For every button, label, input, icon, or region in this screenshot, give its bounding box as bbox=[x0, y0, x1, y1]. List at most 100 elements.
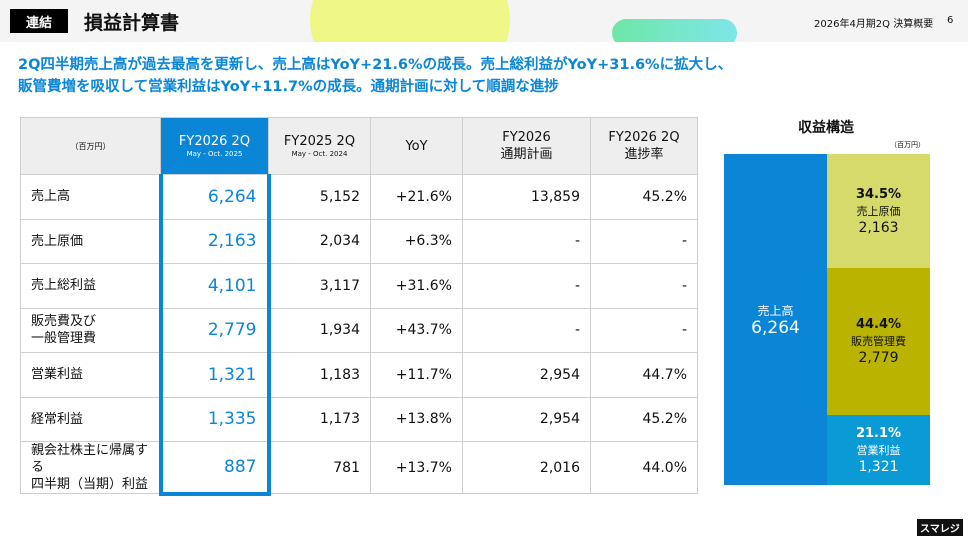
table-cell: 44.0% bbox=[590, 441, 698, 494]
table-cell: 3,117 bbox=[268, 263, 371, 309]
segment-value: 6,264 bbox=[751, 317, 800, 338]
headline-line: 2Q四半期売上高が過去最高を更新し、売上高はYoY+21.6%の成長。売上総利益… bbox=[18, 57, 733, 73]
column-subtitle: 進捗率 bbox=[624, 147, 664, 162]
segment-sales: 売上高 6,264 bbox=[724, 154, 827, 485]
table-cell: - bbox=[462, 263, 591, 309]
table-cell: - bbox=[462, 218, 591, 264]
table-cell: 45.2% bbox=[590, 396, 698, 442]
structure-title: 収益構造 bbox=[798, 120, 854, 136]
table-cell: 6,264 bbox=[158, 174, 271, 220]
table-cell: +21.6% bbox=[370, 174, 463, 220]
table-cell: - bbox=[590, 263, 698, 309]
table-cell: 44.7% bbox=[590, 352, 698, 398]
table-row: 売上高 6,264 5,152 +21.6% 13,859 45.2% bbox=[20, 174, 698, 220]
logo: スマレジ bbox=[917, 519, 963, 536]
row-label: 親会社株主に帰属する四半期（当期）利益 bbox=[20, 441, 161, 494]
row-label: 営業利益 bbox=[20, 352, 161, 398]
segment-label: 売上原価 bbox=[856, 204, 901, 218]
table-cell: 1,335 bbox=[158, 396, 271, 442]
table-row: 売上原価 2,163 2,034 +6.3% - - bbox=[20, 218, 698, 264]
table-cell: - bbox=[590, 307, 698, 353]
row-label-line: 親会社株主に帰属する bbox=[31, 443, 149, 475]
table-cell: +13.8% bbox=[370, 396, 463, 442]
table-row: 営業利益 1,321 1,183 +11.7% 2,954 44.7% bbox=[20, 352, 698, 398]
row-label-line: 経常利益 bbox=[31, 411, 84, 427]
table-row: 売上総利益 4,101 3,117 +31.6% - - bbox=[20, 263, 698, 309]
decorative-blob bbox=[310, 0, 510, 42]
row-label-line: 売上高 bbox=[31, 189, 71, 205]
table-row: 親会社株主に帰属する 四半期（当期）利益 887 781 +13.7% 2,016 44.0… bbox=[20, 441, 698, 496]
column-header: YoY bbox=[370, 117, 463, 175]
table-row: 販売費及び 一般管理費 2,779 1,934 +43.7% - - bbox=[20, 307, 698, 353]
row-label-line: 売上総利益 bbox=[31, 278, 97, 294]
row-label: 売上高 bbox=[20, 174, 161, 220]
slide-header: 連結 損益計算書 2026年4月期2Q 決算概要 6 bbox=[0, 0, 968, 42]
column-title: FY2026 2Q bbox=[608, 130, 680, 145]
table-cell: 2,954 bbox=[462, 396, 591, 442]
column-subtitle: 通期計画 bbox=[500, 147, 553, 162]
table-row: 経常利益 1,335 1,173 +13.8% 2,954 45.2% bbox=[20, 396, 698, 442]
row-label: 売上原価 bbox=[20, 218, 161, 264]
column-title: FY2026 bbox=[502, 130, 551, 145]
row-label-line: 販売費及び bbox=[31, 314, 97, 330]
table-cell: 1,173 bbox=[268, 396, 371, 442]
page-number: 6 bbox=[947, 15, 954, 26]
column-title: YoY bbox=[405, 138, 428, 154]
table-cell: 1,934 bbox=[268, 307, 371, 353]
row-label-line: 営業利益 bbox=[31, 367, 84, 383]
segment-label: 営業利益 bbox=[856, 443, 901, 457]
table-cell: - bbox=[462, 307, 591, 353]
table-cell: +6.3% bbox=[370, 218, 463, 264]
table-cell: 1,183 bbox=[268, 352, 371, 398]
column-title: FY2025 2Q bbox=[283, 134, 356, 149]
segment-percent: 44.4% bbox=[855, 317, 902, 333]
segment-label: 売上高 bbox=[757, 303, 794, 318]
segment-part: 34.5% 売上原価 2,163 bbox=[827, 154, 930, 269]
segment-label: 販売管理費 bbox=[851, 335, 906, 349]
column-subtitle: May - Oct. 2024 bbox=[291, 150, 348, 158]
table-cell: +31.6% bbox=[370, 263, 463, 309]
table-cell: +43.7% bbox=[370, 307, 463, 353]
segment-value: 2,163 bbox=[858, 219, 899, 236]
report-meta: 2026年4月期2Q 決算概要 bbox=[814, 19, 934, 30]
column-header: FY2026 通期計画 bbox=[462, 117, 591, 175]
column-subtitle: May - Oct. 2025 bbox=[186, 150, 243, 158]
decorative-pill bbox=[612, 19, 737, 42]
table-cell: +11.7% bbox=[370, 352, 463, 398]
table-cell: 5,152 bbox=[268, 174, 371, 220]
table-cell: 2,016 bbox=[462, 441, 591, 494]
segment-percent: 34.5% bbox=[855, 186, 902, 202]
segment-percent: 21.1% bbox=[855, 425, 902, 441]
table-cell: 45.2% bbox=[590, 174, 698, 220]
table-cell: 1,321 bbox=[158, 352, 271, 398]
segment-value: 2,779 bbox=[858, 350, 899, 367]
row-label-line: 四半期（当期）利益 bbox=[31, 477, 149, 492]
row-label: 経常利益 bbox=[20, 396, 161, 442]
unit-header: （百万円） bbox=[20, 117, 161, 175]
table-cell: +13.7% bbox=[370, 441, 463, 494]
segment-value: 1,321 bbox=[858, 458, 899, 475]
table-cell: - bbox=[590, 218, 698, 264]
table-cell: 13,859 bbox=[462, 174, 591, 220]
row-label-line: 売上原価 bbox=[31, 233, 84, 249]
headline: 2Q四半期売上高が過去最高を更新し、売上高はYoY+21.6%の成長。売上総利益… bbox=[18, 54, 732, 98]
pl-table: （百万円） FY2026 2Q May - Oct. 2025 FY2025 2Q M… bbox=[20, 117, 698, 496]
headline-line: 販管費増を吸収して営業利益はYoY+11.7%の成長。通期計画に対して順調な進捗 bbox=[18, 79, 559, 95]
page-title: 損益計算書 bbox=[84, 12, 180, 34]
table-cell: 4,101 bbox=[158, 263, 271, 309]
row-label: 販売費及び 一般管理費 bbox=[20, 307, 161, 353]
row-label: 売上総利益 bbox=[20, 263, 161, 309]
structure-unit: （百万円） bbox=[890, 141, 925, 149]
table-cell: 2,779 bbox=[158, 307, 271, 353]
table-cell: 2,954 bbox=[462, 352, 591, 398]
column-title: FY2026 2Q bbox=[178, 134, 251, 149]
row-label-line: 一般管理費 bbox=[31, 331, 97, 347]
table-cell: 781 bbox=[268, 441, 371, 494]
table-cell: 2,163 bbox=[158, 218, 271, 264]
column-header: FY2025 2Q May - Oct. 2024 bbox=[268, 117, 371, 175]
table-cell: 887 bbox=[158, 441, 271, 496]
table-cell: 2,034 bbox=[268, 218, 371, 264]
consolidated-badge: 連結 bbox=[10, 9, 68, 33]
column-header: FY2026 2Q May - Oct. 2025 bbox=[160, 117, 269, 175]
column-header: FY2026 2Q 進捗率 bbox=[590, 117, 698, 175]
